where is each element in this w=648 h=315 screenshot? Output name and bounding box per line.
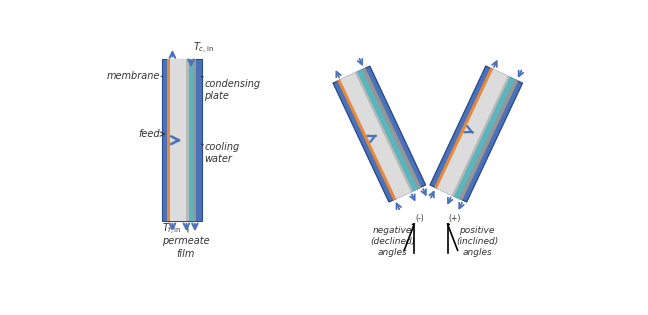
Bar <box>170 59 187 221</box>
Polygon shape <box>455 78 515 198</box>
Text: feed: feed <box>139 129 160 139</box>
Text: $T_{c,\mathrm{in}}$: $T_{c,\mathrm{in}}$ <box>192 40 213 55</box>
Polygon shape <box>363 69 421 188</box>
Text: membrane: membrane <box>107 71 160 81</box>
Text: negative
(declined)
angles: negative (declined) angles <box>370 226 415 257</box>
Text: (+): (+) <box>448 215 461 223</box>
Polygon shape <box>430 66 522 202</box>
Text: cooling
water: cooling water <box>204 142 240 164</box>
Text: $T_{f,\mathrm{in}}$: $T_{f,\mathrm{in}}$ <box>163 222 182 237</box>
Text: condensing
plate: condensing plate <box>204 79 260 101</box>
Text: (-): (-) <box>415 215 424 223</box>
Polygon shape <box>356 72 413 192</box>
Polygon shape <box>435 69 494 188</box>
Polygon shape <box>341 73 411 198</box>
Text: positive
(inclined)
angles: positive (inclined) angles <box>456 226 498 257</box>
Polygon shape <box>333 66 426 202</box>
Polygon shape <box>459 80 518 199</box>
Bar <box>189 59 194 221</box>
Text: permeate
film: permeate film <box>162 237 209 259</box>
Polygon shape <box>358 70 419 191</box>
Bar <box>187 59 189 221</box>
Polygon shape <box>338 80 397 199</box>
Polygon shape <box>438 70 508 195</box>
Bar <box>167 59 170 221</box>
Polygon shape <box>452 77 511 196</box>
Bar <box>194 59 196 221</box>
Bar <box>161 59 202 221</box>
